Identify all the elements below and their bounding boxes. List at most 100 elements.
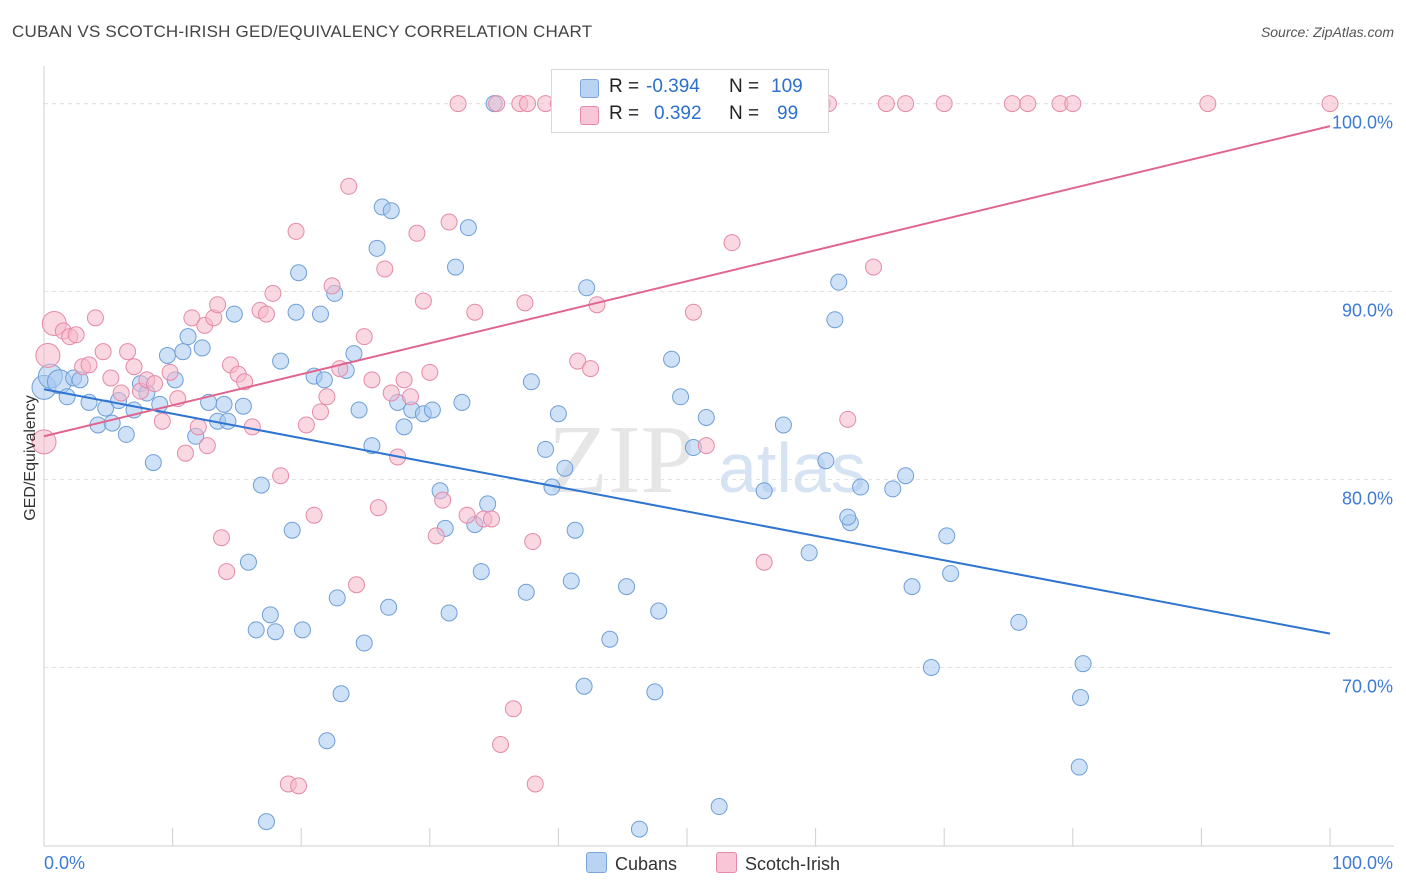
scotch-irish-point xyxy=(209,296,227,314)
cuban-point xyxy=(630,820,648,838)
cuban-point xyxy=(1074,655,1092,673)
cuban-point xyxy=(239,553,257,571)
cuban-point xyxy=(293,621,311,639)
y-tick-label: 100.0% xyxy=(1332,113,1393,133)
scotch-irish-point xyxy=(755,553,773,571)
cuban-point xyxy=(562,572,580,590)
scotch-irish-point xyxy=(519,95,537,113)
scotch-irish-point xyxy=(86,309,104,327)
scotch-irish-point xyxy=(287,222,305,240)
cuban-point xyxy=(884,480,902,498)
cuban-point xyxy=(566,521,584,539)
scotch-irish-trend-line xyxy=(43,125,1331,438)
scotch-irish-point xyxy=(311,403,329,421)
legend-n-value: 99 xyxy=(777,103,799,124)
cuban-point xyxy=(440,604,458,622)
axis-labels: 70.0% 80.0% 90.0% 100.0% 0.0% 100.0% GED/Equiv… xyxy=(22,113,1393,873)
cuban-point xyxy=(368,239,386,257)
scotch-irish-point xyxy=(340,177,358,195)
cuban-point xyxy=(646,683,664,701)
scotch-irish-point xyxy=(414,292,432,310)
legend-item-scotch-irish: Scotch-Irish xyxy=(716,852,840,875)
cuban-point xyxy=(830,273,848,291)
cuban-point xyxy=(58,388,76,406)
scotch-irish-swatch xyxy=(580,106,599,125)
cuban-point xyxy=(618,578,636,596)
scotch-irish-point xyxy=(236,373,254,391)
scotch-irish-point xyxy=(189,418,207,436)
y-tick-label: 80.0% xyxy=(1342,488,1393,508)
y-tick-label: 90.0% xyxy=(1342,301,1393,321)
cuban-point xyxy=(826,311,844,329)
cuban-point xyxy=(556,459,574,477)
cuban-point xyxy=(817,452,835,470)
cuban-point xyxy=(363,437,381,455)
scotch-irish-point xyxy=(864,258,882,276)
cuban-point xyxy=(423,401,441,419)
cuban-point xyxy=(272,352,290,370)
legend-r-label: R = xyxy=(609,103,640,124)
scotch-irish-point xyxy=(318,388,336,406)
cuban-point xyxy=(479,495,497,513)
scotch-irish-point xyxy=(897,95,915,113)
legend-r-label: R = xyxy=(609,76,640,97)
cuban-point xyxy=(774,416,792,434)
scotch-irish-point xyxy=(31,429,57,455)
cuban-point xyxy=(1072,689,1090,707)
scotch-irish-point xyxy=(119,343,137,361)
cuban-point xyxy=(179,328,197,346)
scotch-irish-point xyxy=(458,506,476,524)
cuban-point xyxy=(447,258,465,276)
scotch-irish-point xyxy=(290,777,308,795)
source-label: Source: ZipAtlas.com xyxy=(1260,24,1394,40)
cuban-point xyxy=(663,350,681,368)
cuban-point xyxy=(382,202,400,220)
scotch-irish-point xyxy=(369,499,387,517)
scotch-irish-point xyxy=(877,95,895,113)
cuban-point xyxy=(942,564,960,582)
scotch-irish-point xyxy=(1019,95,1037,113)
cuban-point xyxy=(266,623,284,641)
scotch-irish-point xyxy=(526,775,544,793)
cuban-point xyxy=(283,521,301,539)
scotch-irish-point xyxy=(935,95,953,113)
scotch-irish-point xyxy=(483,510,501,528)
cuban-point xyxy=(517,583,535,601)
scotch-irish-point xyxy=(363,371,381,389)
scotch-irish-point xyxy=(1003,95,1021,113)
cuban-point xyxy=(261,606,279,624)
scotch-irish-point xyxy=(272,467,290,485)
stats-legend: R = -0.394 N = 109 R = 0.392 N = 99 xyxy=(551,69,829,133)
scotch-irish-legend-label: Scotch-Irish xyxy=(745,854,841,874)
cuban-point xyxy=(225,305,243,323)
axes xyxy=(43,66,1394,847)
cuban-point xyxy=(380,598,398,616)
scotch-irish-point xyxy=(161,363,179,381)
chart-title: CUBAN VS SCOTCH-IRISH GED/EQUIVALENCY CO… xyxy=(12,22,593,41)
cuban-point xyxy=(472,563,490,581)
cuban-point xyxy=(144,454,162,472)
cubans-trend-line xyxy=(43,388,1331,635)
legend-item-cubans: Cubans xyxy=(586,852,677,875)
scotch-irish-point xyxy=(305,506,323,524)
scotch-irish-point xyxy=(582,360,600,378)
cuban-point xyxy=(601,630,619,648)
scotch-irish-point xyxy=(183,309,201,327)
watermark: ZIP atlas xyxy=(548,406,866,514)
cuban-point xyxy=(247,621,265,639)
scotch-irish-point xyxy=(684,303,702,321)
cuban-point xyxy=(839,508,857,526)
scotch-irish-point xyxy=(1064,95,1082,113)
scotch-irish-point xyxy=(516,294,534,312)
scotch-irish-point xyxy=(402,388,420,406)
cuban-point xyxy=(852,478,870,496)
cubans-legend-label: Cubans xyxy=(615,854,678,874)
cuban-point xyxy=(287,303,305,321)
scotch-irish-point xyxy=(524,533,542,551)
cuban-point xyxy=(174,343,192,361)
scotch-irish-point xyxy=(264,284,282,302)
scotch-irish-point xyxy=(35,342,61,368)
scotch-irish-point xyxy=(323,277,341,295)
scotch-irish-point xyxy=(382,384,400,402)
cuban-point xyxy=(453,393,471,411)
